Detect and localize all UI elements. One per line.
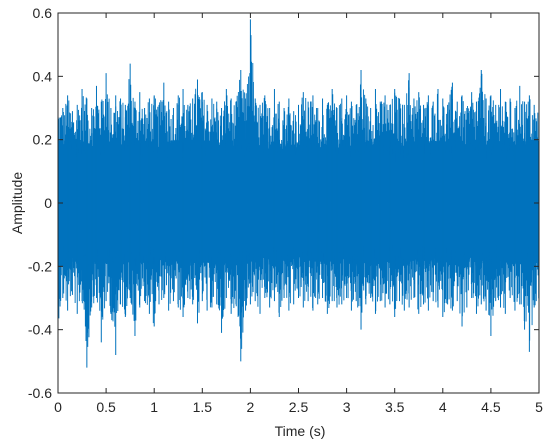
y-axis-label: Amplitude <box>9 172 25 234</box>
y-tick-label: -0.2 <box>28 258 52 274</box>
axes: 0 0.5 1 1.5 2 2.5 3 3.5 4 4.5 5 -0.6 -0.4 -0.2 0 0.2 0.4… <box>28 5 543 415</box>
x-axis-label: Time (s) <box>275 423 326 439</box>
x-tick-label: 1.5 <box>193 399 213 415</box>
x-tick-label: 2 <box>247 399 255 415</box>
x-tick-label: 1 <box>150 399 158 415</box>
y-tick-label: 0 <box>44 195 52 211</box>
plot-area <box>57 19 540 368</box>
y-tick-label: -0.4 <box>28 322 52 338</box>
x-tick-label: 0.5 <box>96 399 116 415</box>
y-tick-label: 0.4 <box>33 68 53 84</box>
y-tick-label: 0.2 <box>33 132 53 148</box>
x-tick-label: 3.5 <box>385 399 405 415</box>
x-tick-label: 4.5 <box>481 399 501 415</box>
x-tick-label: 3 <box>343 399 351 415</box>
x-tick-label: 2.5 <box>289 399 309 415</box>
x-tick-label: 4 <box>439 399 447 415</box>
y-tick-label: 0.6 <box>33 5 53 21</box>
x-tick-label: 0 <box>54 399 62 415</box>
x-tick-label: 5 <box>535 399 543 415</box>
y-tick-label: -0.6 <box>28 385 52 401</box>
